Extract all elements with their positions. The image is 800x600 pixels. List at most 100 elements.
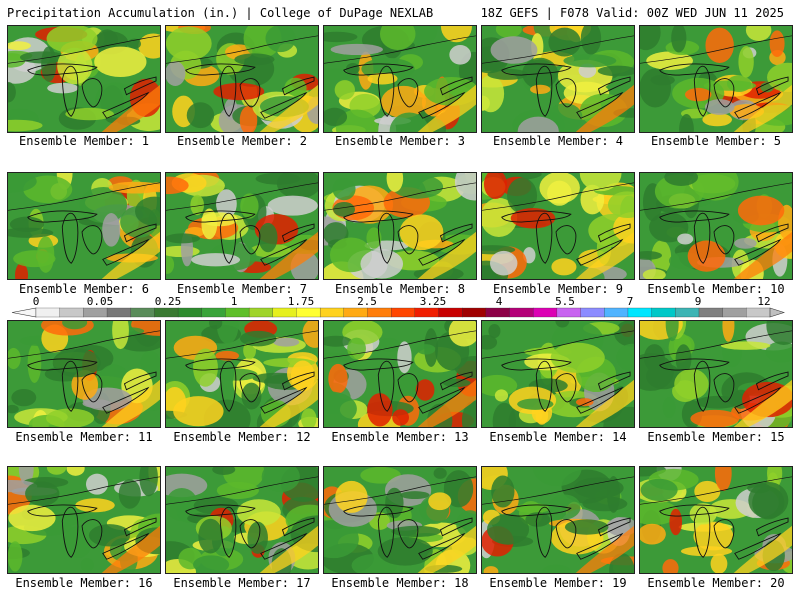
member-label: Ensemble Member: 7 bbox=[176, 282, 308, 296]
colorbar-swatch bbox=[296, 307, 321, 318]
member-map-panel bbox=[639, 25, 793, 133]
colorbar-swatch bbox=[130, 307, 155, 318]
member-map-panel bbox=[481, 466, 635, 574]
member-map-panel bbox=[481, 172, 635, 280]
colorbar-swatch bbox=[556, 307, 582, 318]
precip-field-map bbox=[482, 173, 634, 279]
colorbar-swatch bbox=[675, 307, 700, 318]
member-label: Ensemble Member: 1 bbox=[18, 134, 150, 148]
member-map-panel bbox=[481, 25, 635, 133]
colorbar-swatch bbox=[722, 307, 747, 318]
member-label: Ensemble Member: 10 bbox=[647, 282, 785, 296]
precip-field-map bbox=[482, 321, 634, 427]
page-title: Precipitation Accumulation (in.) | Colle… bbox=[7, 6, 434, 20]
member-label: Ensemble Member: 20 bbox=[647, 576, 785, 590]
precip-field-map bbox=[166, 467, 318, 573]
colorbar-tick-label: 0.05 bbox=[86, 295, 114, 308]
member-label: Ensemble Member: 4 bbox=[492, 134, 624, 148]
colorbar-swatch bbox=[651, 307, 676, 318]
colorbar-swatch bbox=[248, 307, 274, 318]
precip-field-map bbox=[324, 321, 476, 427]
colorbar-graphic bbox=[11, 307, 785, 318]
member-map-panel bbox=[639, 172, 793, 280]
colorbar-swatch bbox=[106, 307, 132, 318]
member-map-panel bbox=[639, 466, 793, 574]
colorbar-swatch bbox=[627, 307, 653, 318]
precip-field-map bbox=[640, 467, 792, 573]
colorbar-tick-label: 5.5 bbox=[555, 295, 575, 308]
precip-field-map bbox=[8, 26, 160, 132]
colorbar-swatch bbox=[272, 307, 297, 318]
precip-field-map bbox=[166, 173, 318, 279]
precip-field-map bbox=[8, 467, 160, 573]
colorbar-swatch bbox=[59, 307, 84, 318]
member-label: Ensemble Member: 12 bbox=[173, 430, 311, 444]
member-label: Ensemble Member: 9 bbox=[492, 282, 624, 296]
precip-field-map bbox=[324, 467, 476, 573]
colorbar-swatch bbox=[225, 307, 250, 318]
colorbar-tick-label: 12 bbox=[757, 295, 771, 308]
member-map-panel bbox=[323, 466, 477, 574]
member-map-panel bbox=[165, 466, 319, 574]
colorbar-swatch bbox=[177, 307, 203, 318]
member-label: Ensemble Member: 17 bbox=[173, 576, 311, 590]
colorbar-swatch bbox=[83, 307, 108, 318]
precip-field-map bbox=[8, 321, 160, 427]
member-map-panel bbox=[165, 172, 319, 280]
member-label: Ensemble Member: 5 bbox=[650, 134, 782, 148]
colorbar-swatch bbox=[462, 307, 487, 318]
member-label: Ensemble Member: 19 bbox=[489, 576, 627, 590]
precip-field-map bbox=[166, 321, 318, 427]
member-label: Ensemble Member: 15 bbox=[647, 430, 785, 444]
precip-field-map bbox=[482, 467, 634, 573]
colorbar-tick-label: 1 bbox=[230, 295, 238, 308]
member-map-panel bbox=[481, 320, 635, 428]
colorbar-tick-label: 0 bbox=[32, 295, 40, 308]
member-map-panel bbox=[7, 466, 161, 574]
member-label: Ensemble Member: 16 bbox=[15, 576, 153, 590]
member-map-panel bbox=[639, 320, 793, 428]
colorbar-swatch bbox=[391, 307, 416, 318]
colorbar-tick-label: 3.25 bbox=[419, 295, 447, 308]
colorbar-right-arrow bbox=[769, 307, 785, 318]
precip-field-map bbox=[324, 26, 476, 132]
model-valid-time: 18Z GEFS | F078 Valid: 00Z WED JUN 11 20… bbox=[480, 6, 784, 20]
member-map-panel bbox=[165, 25, 319, 133]
precip-field-map bbox=[640, 321, 792, 427]
colorbar-swatch bbox=[485, 307, 510, 318]
precip-field-map bbox=[482, 26, 634, 132]
member-map-panel bbox=[7, 172, 161, 280]
colorbar-swatch bbox=[580, 307, 605, 318]
colorbar-tick-label: 0.25 bbox=[154, 295, 182, 308]
colorbar-swatch bbox=[438, 307, 463, 318]
member-label: Ensemble Member: 2 bbox=[176, 134, 308, 148]
member-map-panel bbox=[323, 25, 477, 133]
colorbar-swatch bbox=[698, 307, 724, 318]
colorbar-swatch bbox=[343, 307, 368, 318]
colorbar-tick-label: 2.5 bbox=[357, 295, 377, 308]
member-label: Ensemble Member: 8 bbox=[334, 282, 466, 296]
member-map-panel bbox=[323, 172, 477, 280]
member-label: Ensemble Member: 3 bbox=[334, 134, 466, 148]
precipitation-colorbar: 0 0.05 0.25 1 1.75 2.5 3.25 4 5.5 7 9 12 bbox=[0, 296, 800, 320]
precip-field-map bbox=[640, 173, 792, 279]
member-map-panel bbox=[165, 320, 319, 428]
member-label: Ensemble Member: 14 bbox=[489, 430, 627, 444]
colorbar-tick-label: 1.75 bbox=[287, 295, 315, 308]
member-map-panel bbox=[323, 320, 477, 428]
colorbar-swatch bbox=[604, 307, 629, 318]
colorbar-tick-label: 7 bbox=[626, 295, 634, 308]
precip-field-map bbox=[166, 26, 318, 132]
colorbar-tick-label: 9 bbox=[694, 295, 702, 308]
colorbar-swatch bbox=[154, 307, 179, 318]
precip-field-map bbox=[640, 26, 792, 132]
member-label: Ensemble Member: 18 bbox=[331, 576, 469, 590]
member-map-panel bbox=[7, 25, 161, 133]
colorbar-swatch bbox=[414, 307, 439, 318]
colorbar-swatch bbox=[509, 307, 534, 318]
colorbar-left-arrow bbox=[11, 307, 37, 318]
colorbar-swatch bbox=[319, 307, 345, 318]
colorbar-swatch bbox=[746, 307, 771, 318]
member-label: Ensemble Member: 13 bbox=[331, 430, 469, 444]
precip-field-map bbox=[8, 173, 160, 279]
